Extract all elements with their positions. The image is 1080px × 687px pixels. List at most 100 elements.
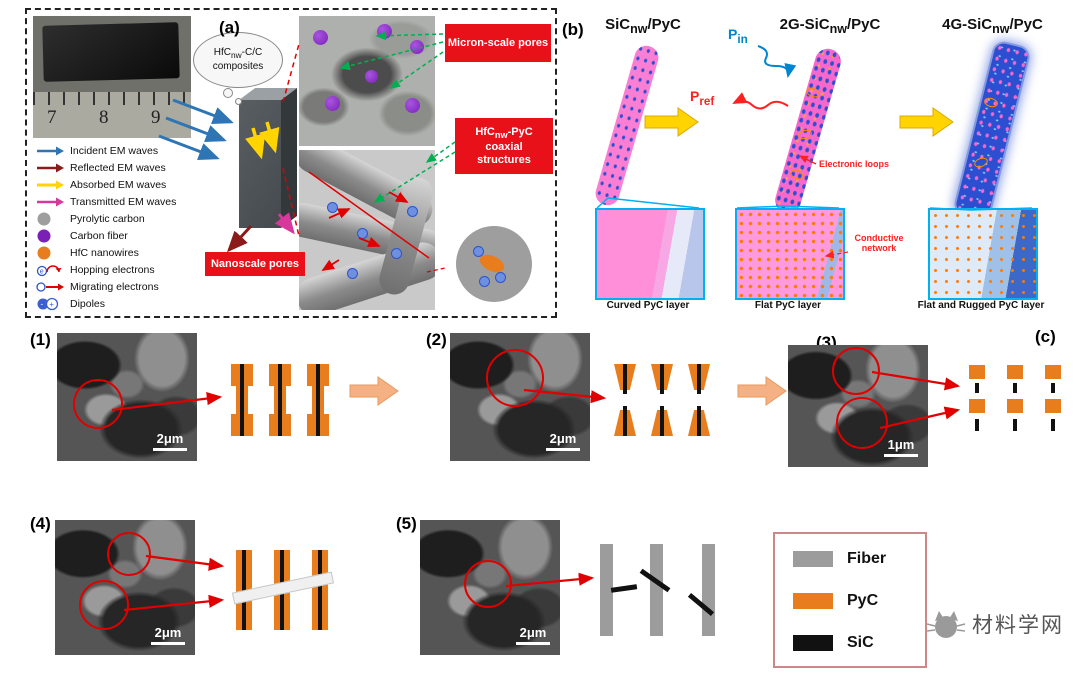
sic-line-top xyxy=(697,364,701,394)
electronic-loops-pointer xyxy=(798,155,817,165)
panel-b-label: (b) xyxy=(562,20,584,39)
sic-fragment xyxy=(1013,383,1017,393)
scale-bar-line xyxy=(151,642,185,645)
pyc-fragment xyxy=(1007,365,1023,379)
pointer-arrow-4b xyxy=(123,594,225,612)
carbon-fiber-dot xyxy=(410,40,424,54)
callout-coaxial-sub: nw xyxy=(494,129,508,140)
fiber-swatch xyxy=(793,551,833,567)
legend-label: Migrating electrons xyxy=(70,280,159,293)
pointer-arrow-5 xyxy=(505,572,595,588)
coaxial-pointer xyxy=(425,141,456,163)
scale-bar: 2μm xyxy=(153,431,187,451)
p-ref-sub: ref xyxy=(699,94,715,108)
yellow-transition-arrow xyxy=(644,107,699,137)
legend-row-pyc: PyC xyxy=(793,592,878,610)
title-sub: nw xyxy=(630,22,648,36)
scale-bar: 2μm xyxy=(546,431,580,451)
sem-number-5: (5) xyxy=(396,514,417,533)
sem-image-2: 2μm xyxy=(450,333,590,461)
sic-line xyxy=(318,550,322,630)
scale-bar-line xyxy=(516,642,550,645)
callout-coaxial: HfCnw-PyC coaxial structures xyxy=(455,118,553,174)
svg-text:e: e xyxy=(40,268,44,275)
pyc-fragment xyxy=(969,399,985,413)
necked-fiber-shape xyxy=(614,364,636,436)
incident-arrow-icon xyxy=(37,146,64,155)
necked-fiber-shape xyxy=(688,364,710,436)
scale-bar: 2μm xyxy=(516,625,550,645)
cloud-text-pre: HfC xyxy=(213,47,231,59)
carbon-fiber-dot xyxy=(405,98,420,113)
p-ref-label: Pref xyxy=(690,88,714,108)
panel-c-legend: Fiber PyC SiC xyxy=(773,532,927,668)
legend-row-migrating: Migrating electrons xyxy=(35,278,176,295)
cat-head xyxy=(935,616,957,638)
migrating-electron-arrow xyxy=(388,191,409,203)
electron-dot xyxy=(347,268,358,279)
column-title-2: 2G-SiCnw/PyC xyxy=(755,16,905,36)
fiber-bar xyxy=(600,544,613,636)
sic-line xyxy=(240,364,244,436)
callout-coaxial-text: HfCnw-PyC coaxial structures xyxy=(457,126,551,167)
carbon-fiber-icon xyxy=(37,229,51,242)
p-ref-pre: P xyxy=(690,88,700,104)
legend-row-absorbed: Absorbed EM waves xyxy=(35,176,176,193)
svg-text:+: + xyxy=(49,299,54,308)
legend-row-sic: SiC xyxy=(793,634,874,652)
title-pre: SiC xyxy=(605,16,631,33)
scale-bar: 2μm xyxy=(151,625,185,645)
electron-dot xyxy=(407,206,418,217)
schematic-4 xyxy=(228,548,336,632)
callout-coaxial-pre: HfC xyxy=(475,125,495,138)
scale-bar-line xyxy=(546,448,580,451)
panel-a-label: (a) xyxy=(219,18,240,37)
title-post: /PyC xyxy=(847,16,881,33)
panel-b-arrows xyxy=(596,45,1033,259)
sic-line-bottom xyxy=(623,406,627,436)
conductive-network-pointer xyxy=(824,250,849,259)
callout-coaxial-post: -PyC coaxial structures xyxy=(477,125,533,166)
orange-transition-arrow xyxy=(737,376,787,406)
electron-dot xyxy=(495,272,506,283)
sem-number-2: (2) xyxy=(426,330,447,349)
watermark-text: 材料学网 xyxy=(972,614,1064,637)
scale-label: 2μm xyxy=(519,625,547,640)
sic-fragment xyxy=(1051,419,1055,431)
panel-a-legend: Incident EM waves Reflected EM waves Abs… xyxy=(35,142,176,312)
legend-row-pyrolytic: Pyrolytic carbon xyxy=(35,210,176,227)
highlight-circle xyxy=(836,397,888,449)
transmitted-arrow-icon xyxy=(37,197,64,206)
pointer-arrow-3b xyxy=(879,406,961,430)
schematic-2 xyxy=(610,362,715,438)
necked-fiber-shape xyxy=(651,364,673,436)
pyc-fragment xyxy=(969,365,985,379)
sem-number-1: (1) xyxy=(30,330,51,349)
legend-label: Reflected EM waves xyxy=(70,161,166,174)
magnifier-wedge-line xyxy=(784,205,840,209)
cat-whisker xyxy=(956,623,966,627)
sic-fragment xyxy=(975,419,979,431)
legend-row-fiber: Fiber xyxy=(793,550,886,568)
reflected-arrow-icon xyxy=(37,163,64,172)
incident-wave-arrow xyxy=(158,134,220,161)
inset-caption-3: Flat and Rugged PyC layer xyxy=(917,300,1045,311)
legend-label: Dipoles xyxy=(70,297,106,310)
legend-label: Carbon fiber xyxy=(70,229,128,242)
legend-label: HfC nanowires xyxy=(70,246,139,259)
scale-bar-line xyxy=(884,454,918,457)
absorbed-wave-arrow xyxy=(245,127,266,160)
pointer-arrow-3a xyxy=(871,370,961,391)
column-title-1: SiCnw/PyC xyxy=(578,16,708,36)
cat-whisker xyxy=(956,629,966,632)
scale-label: 2μm xyxy=(549,431,577,446)
panel-c-arrows xyxy=(111,370,961,612)
column-title-3: 4G-SiCnw/PyC xyxy=(915,16,1070,36)
scale-label: 2μm xyxy=(154,625,182,640)
panel-c-label: (c) xyxy=(1035,327,1056,346)
absorbed-arrow-icon xyxy=(37,180,64,189)
inset-caption-2: Flat PyC layer xyxy=(754,300,822,311)
transmitted-wave-arrow xyxy=(274,212,295,235)
sem-image-4: 2μm xyxy=(55,520,195,655)
